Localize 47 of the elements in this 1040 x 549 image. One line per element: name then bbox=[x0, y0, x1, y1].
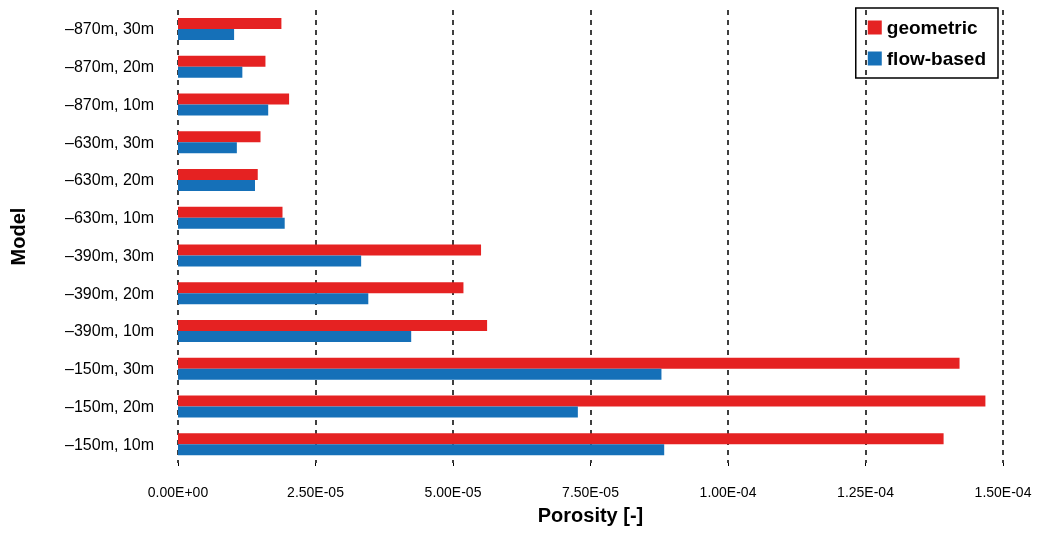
bar bbox=[178, 142, 237, 154]
x-tick-label: 7.50E-05 bbox=[562, 484, 620, 500]
y-tick-label: –630m, 30m bbox=[65, 133, 154, 151]
y-tick-label: –390m, 30m bbox=[65, 246, 154, 264]
bar bbox=[178, 368, 662, 380]
x-tick-label: 1.25E-04 bbox=[837, 484, 895, 500]
y-tick-label: –390m, 10m bbox=[65, 322, 154, 340]
legend-label: geometric bbox=[886, 17, 979, 38]
bar bbox=[178, 104, 269, 116]
legend-label: flow-based bbox=[886, 48, 986, 69]
y-tick-label: –390m, 20m bbox=[65, 284, 154, 302]
x-tick-label: 5.00E-05 bbox=[424, 484, 482, 500]
bar bbox=[178, 330, 412, 342]
bar bbox=[178, 66, 243, 78]
bar bbox=[178, 357, 960, 369]
y-tick-label: –870m, 30m bbox=[65, 20, 154, 38]
x-tick-label: 1.00E-04 bbox=[699, 484, 757, 500]
bar bbox=[178, 206, 283, 218]
x-axis-title: Porosity [-] bbox=[537, 504, 644, 526]
x-tick-label: 0.00E+00 bbox=[147, 484, 209, 500]
y-tick-label: –150m, 20m bbox=[65, 397, 154, 415]
y-tick-label: –630m, 20m bbox=[65, 171, 154, 189]
bar bbox=[178, 433, 944, 445]
x-tick-label: 2.50E-05 bbox=[287, 484, 345, 500]
y-tick-label: –150m, 10m bbox=[65, 435, 154, 453]
bar bbox=[178, 255, 362, 267]
bar bbox=[178, 217, 285, 229]
bar bbox=[178, 406, 578, 418]
x-tick-label: 1.50E-04 bbox=[974, 484, 1032, 500]
bar bbox=[178, 93, 290, 105]
bar bbox=[178, 55, 266, 67]
y-tick-label: –870m, 20m bbox=[65, 58, 154, 76]
bar bbox=[178, 179, 255, 191]
bar bbox=[178, 17, 282, 29]
y-tick-label: –870m, 10m bbox=[65, 95, 154, 113]
bar bbox=[178, 395, 986, 407]
y-axis-title: Model bbox=[7, 207, 29, 266]
bar bbox=[178, 168, 258, 180]
bar bbox=[178, 293, 369, 305]
bar bbox=[178, 444, 665, 456]
y-tick-label: –150m, 30m bbox=[65, 360, 154, 378]
bar bbox=[178, 319, 488, 331]
bar bbox=[178, 244, 482, 256]
bar bbox=[178, 28, 235, 40]
y-tick-label: –630m, 10m bbox=[65, 209, 154, 227]
bar bbox=[178, 131, 261, 143]
bar bbox=[178, 282, 464, 294]
